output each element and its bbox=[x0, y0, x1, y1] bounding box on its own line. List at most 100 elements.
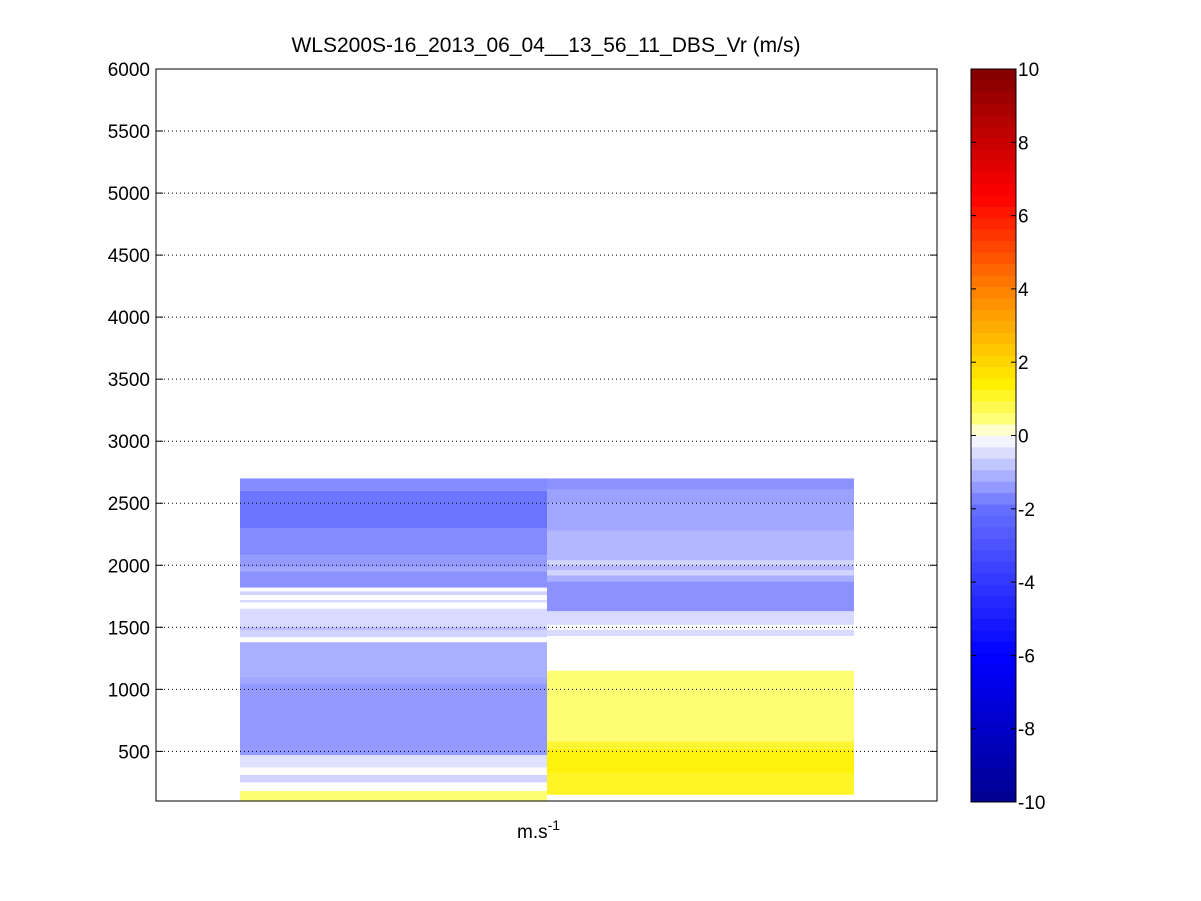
colorbar-band bbox=[971, 550, 1016, 562]
heatmap-cell bbox=[240, 791, 547, 801]
colorbar-band bbox=[971, 275, 1016, 288]
colorbar-band bbox=[971, 172, 1016, 184]
heatmap-cells bbox=[240, 478, 854, 801]
colorbar-band bbox=[971, 756, 1016, 769]
colorbar-band bbox=[971, 103, 1016, 116]
colorbar-band bbox=[971, 91, 1016, 104]
colorbar-band bbox=[971, 458, 1016, 471]
heatmap-cell bbox=[240, 676, 547, 684]
colorbar-ticks: -10 -8 -6 -4 -2 0 2 4 6 8 10 bbox=[971, 60, 1045, 814]
colorbar-tick-label: 10 bbox=[1018, 60, 1039, 81]
heatmap-cell bbox=[547, 611, 854, 625]
colorbar-band bbox=[971, 572, 1016, 585]
colorbar-band bbox=[971, 137, 1016, 150]
heatmap-cell bbox=[547, 570, 854, 576]
colorbar-tick-label: -2 bbox=[1018, 500, 1035, 521]
colorbar-band bbox=[971, 240, 1016, 253]
colorbar-band bbox=[971, 229, 1016, 242]
heatmap-cell bbox=[547, 478, 854, 490]
colorbar-band bbox=[971, 355, 1016, 368]
colorbar-band bbox=[971, 252, 1016, 265]
colorbar-band bbox=[971, 538, 1016, 551]
colorbar-band bbox=[971, 595, 1016, 608]
colorbar-band bbox=[971, 504, 1016, 517]
colorbar-band bbox=[971, 332, 1016, 345]
heatmap-cell bbox=[240, 555, 547, 568]
colorbar-band bbox=[971, 721, 1016, 734]
y-tick-label: 2000 bbox=[108, 556, 150, 577]
colorbar-band bbox=[971, 779, 1016, 791]
colorbar-band bbox=[971, 698, 1016, 711]
x-axis-label-exponent: -1 bbox=[548, 817, 561, 833]
heatmap-cell bbox=[240, 571, 547, 588]
colorbar-band bbox=[971, 767, 1016, 780]
heatmap-cell bbox=[240, 774, 547, 783]
colorbar-tick-label: -8 bbox=[1018, 720, 1035, 741]
colorbar-tick-label: -10 bbox=[1018, 793, 1045, 814]
x-axis-label-unit: m.s bbox=[517, 822, 548, 843]
colorbar-band bbox=[971, 744, 1016, 757]
colorbar-band bbox=[971, 424, 1016, 436]
colorbar-band bbox=[971, 435, 1016, 448]
colorbar-tick-label: 8 bbox=[1018, 133, 1029, 154]
colorbar-band bbox=[971, 515, 1016, 528]
colorbar-band bbox=[971, 126, 1016, 139]
y-tick-label: 1500 bbox=[108, 618, 150, 639]
colorbar-band bbox=[971, 401, 1016, 413]
colorbar-band bbox=[971, 114, 1016, 127]
colorbar-band bbox=[971, 217, 1016, 230]
heatmap-cell bbox=[240, 755, 547, 768]
heatmap-cell bbox=[547, 530, 854, 561]
colorbar-band bbox=[971, 389, 1016, 402]
heatmap-cell bbox=[547, 581, 854, 612]
heatmap-cell bbox=[547, 575, 854, 582]
colorbar-band bbox=[971, 687, 1016, 700]
y-tick-label: 4000 bbox=[108, 308, 150, 329]
heatmap-cell bbox=[240, 528, 547, 556]
colorbar-band bbox=[971, 481, 1016, 494]
colorbar-band bbox=[971, 492, 1016, 505]
heatmap-cell bbox=[547, 565, 854, 571]
heatmap-cell bbox=[240, 478, 547, 491]
heatmap-cell bbox=[240, 567, 547, 572]
colorbar-tick-label: 0 bbox=[1018, 427, 1029, 448]
colorbar-band bbox=[971, 710, 1016, 723]
colorbar-band bbox=[971, 206, 1016, 219]
heatmap-cell bbox=[240, 591, 547, 596]
colorbar-tick-label: -6 bbox=[1018, 646, 1035, 667]
colorbar-band bbox=[971, 676, 1016, 688]
colorbar-band bbox=[971, 641, 1016, 654]
heatmap-cell bbox=[240, 642, 547, 677]
y-tick-label: 6000 bbox=[108, 60, 150, 81]
heatmap-cell bbox=[240, 490, 547, 529]
colorbar bbox=[971, 69, 1016, 803]
colorbar-band bbox=[971, 366, 1016, 379]
y-tick-label: 3500 bbox=[108, 370, 150, 391]
y-tick-label: 5500 bbox=[108, 122, 150, 143]
colorbar-band bbox=[971, 733, 1016, 746]
colorbar-band bbox=[971, 446, 1016, 459]
heatmap-cell bbox=[240, 627, 547, 630]
y-tick-label: 1000 bbox=[108, 680, 150, 701]
colorbar-band bbox=[971, 630, 1016, 643]
colorbar-band bbox=[971, 561, 1016, 574]
heatmap-cell bbox=[547, 503, 854, 531]
colorbar-band bbox=[971, 412, 1016, 425]
colorbar-band bbox=[971, 183, 1016, 196]
colorbar-tick-label: 2 bbox=[1018, 353, 1029, 374]
heatmap-cell bbox=[240, 608, 547, 628]
y-tick-label: 4500 bbox=[108, 246, 150, 267]
heatmap-cell bbox=[240, 683, 547, 756]
y-axis: 500 1000 1500 2000 2500 3000 3500 4000 4500 5000 5… bbox=[108, 60, 937, 763]
chart-title: WLS200S-16_2013_06_04__13_56_11_DBS_Vr (… bbox=[291, 34, 800, 57]
colorbar-band bbox=[971, 194, 1016, 207]
heatmap-cell bbox=[547, 741, 854, 749]
colorbar-tick-label: 4 bbox=[1018, 280, 1029, 301]
colorbar-band bbox=[971, 527, 1016, 539]
colorbar-band bbox=[971, 618, 1016, 631]
heatmap-cell bbox=[547, 629, 854, 636]
colorbar-band bbox=[971, 149, 1016, 162]
colorbar-band bbox=[971, 69, 1016, 81]
heatmap-cell bbox=[547, 560, 854, 566]
